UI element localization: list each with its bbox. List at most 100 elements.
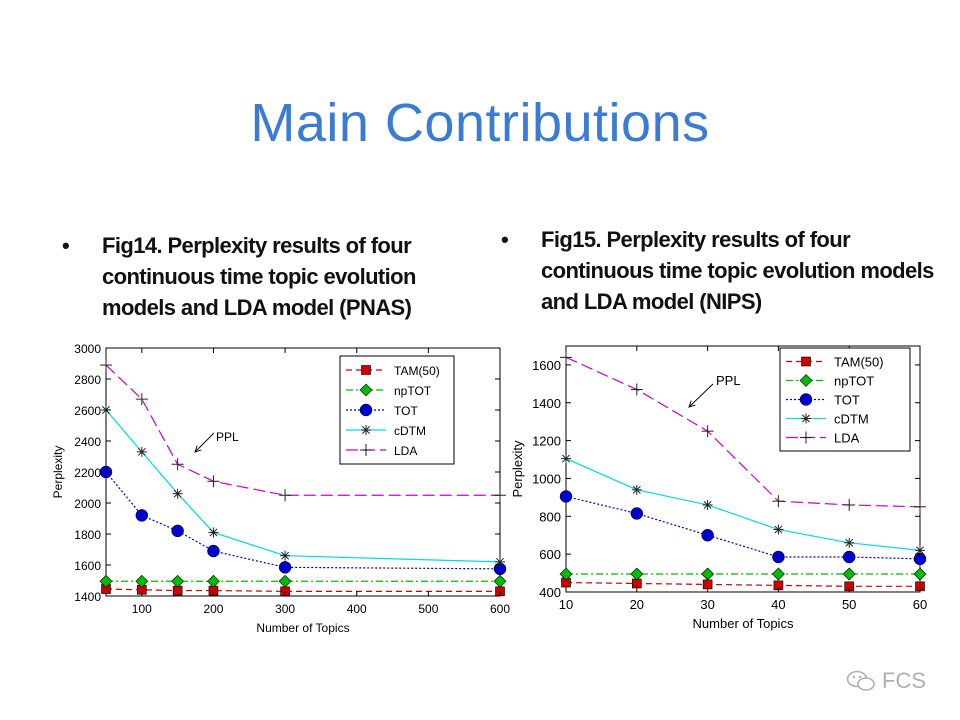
x-tick-label: 100 [132,602,152,616]
legend-label: TOT [834,393,860,408]
x-axis-label: Number of Topics [693,616,794,631]
legend-label: cDTM [394,424,426,438]
legend-label: LDA [394,444,417,458]
legend-marker [800,431,812,444]
legend-item: cDTM [786,412,869,427]
data-point [207,574,220,588]
legend-marker [361,425,371,435]
figure-14-caption: • Fig14. Perplexity results of four cont… [62,230,482,323]
series-tam-50- [561,577,925,592]
legend-marker [360,444,372,456]
y-tick-label: 1600 [532,358,561,373]
x-tick-label: 20 [630,597,644,612]
data-point [494,489,506,502]
legend-item: TOT [786,393,860,408]
legend-label: npTOT [834,374,874,389]
x-tick-label: 600 [490,602,510,616]
series-line [565,495,921,560]
series-lda [100,359,506,502]
data-point [559,490,573,503]
legend-marker [361,365,371,375]
x-tick-label: 400 [347,602,367,616]
legend-label: npTOT [394,384,432,398]
legend-item: LDA [346,444,417,458]
y-tick-label: 2600 [74,404,101,418]
y-axis-label: Perplexity [51,446,65,499]
data-point [135,509,149,522]
bullet-icon: • [501,227,509,252]
data-point [913,567,927,581]
figure-15-caption: • Fig15. Perplexity results of four cont… [501,224,941,317]
legend-label: TAM(50) [394,364,440,378]
data-point [279,489,292,502]
legend-label: TAM(50) [834,355,884,370]
x-tick-label: 300 [275,602,295,616]
y-tick-label: 400 [539,585,561,600]
data-point [135,393,148,406]
data-point [278,574,292,588]
legend-label: TOT [394,404,418,418]
series-cdtm [561,453,925,556]
figure-15-caption-text: Fig15. Perplexity results of four contin… [541,227,934,314]
data-point [914,500,926,513]
data-point [631,484,642,495]
series-lda [560,351,926,513]
y-axis-label: Perplexity [510,440,525,498]
legend-item: TAM(50) [346,364,440,378]
series-nptot [99,574,507,588]
data-point [843,498,856,511]
data-point [171,574,185,588]
legend-marker [799,374,813,387]
series-line [565,581,920,587]
arrow-head [194,445,202,453]
annotation-label: PPL [216,430,239,444]
ppl-annotation: PPL [194,430,239,453]
y-tick-label: 2400 [74,435,101,449]
data-point [701,528,714,542]
data-point [772,550,785,564]
series-line [565,356,921,508]
data-point [842,550,856,564]
x-tick-label: 30 [700,597,714,612]
bullet-icon: • [62,233,70,258]
data-point [99,574,113,588]
data-point [171,524,184,538]
data-point [278,561,292,574]
data-point [136,446,147,457]
series-tot [559,490,927,566]
perplexity-chart-nips: 10 20 30 40 50 60 400 600 800 1000 1200 1400 1600 Num… [510,345,927,631]
data-point [100,359,112,372]
annotation-arrow [194,432,215,453]
arrow-head [688,400,696,408]
data-point [630,507,644,520]
data-point [493,574,507,588]
data-point [701,567,715,581]
y-tick-label: 2000 [74,497,101,511]
data-point [171,458,184,471]
annotation-label: PPL [716,373,741,388]
legend-item: npTOT [786,374,874,389]
data-point [561,453,571,464]
y-tick-label: 800 [539,509,561,524]
data-point [280,550,291,561]
y-tick-label: 600 [539,547,561,562]
y-tick-label: 1400 [74,590,101,604]
legend-marker [359,403,373,417]
watermark-text: FCS [882,668,926,693]
legend-item: TOT [346,403,418,418]
legend-item: LDA [786,431,860,446]
x-tick-label: 60 [913,597,927,612]
data-point [135,574,149,588]
y-tick-label: 1000 [532,471,561,486]
x-tick-label: 40 [771,597,785,612]
x-tick-label: 10 [559,597,573,612]
legend-marker [801,413,811,424]
series-nptot [559,567,927,581]
data-point [773,524,784,535]
annotation-arrow [688,383,714,408]
legend-item: cDTM [346,424,426,438]
legend: TAM(50) npTOT TOT cDTM LDA [779,347,911,452]
data-point [172,488,183,499]
figure-14-caption-text: Fig14. Perplexity results of four contin… [102,233,416,320]
legend-marker [801,356,811,367]
